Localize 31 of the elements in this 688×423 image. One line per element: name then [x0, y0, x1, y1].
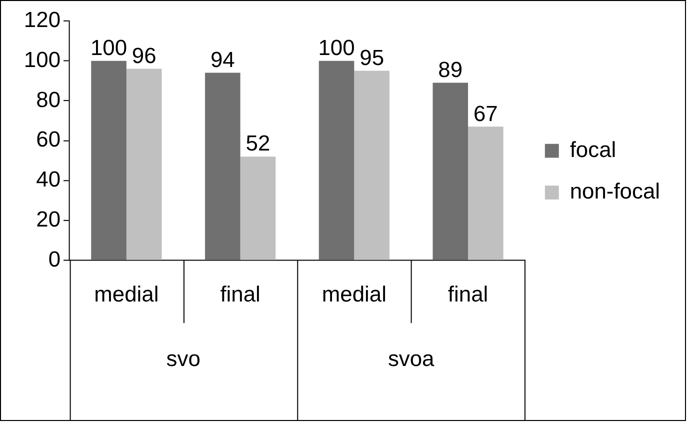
data-label: 100	[90, 34, 128, 60]
text: svoa	[388, 346, 436, 371]
bar	[240, 156, 276, 260]
data-label: 89	[438, 56, 463, 82]
y-tick-label: 120	[24, 6, 61, 32]
data-label: 52	[246, 130, 270, 156]
bar	[91, 60, 126, 260]
bar	[354, 70, 390, 260]
data-label: 94	[210, 46, 235, 72]
x-tick-label: medial	[94, 281, 159, 306]
bar	[468, 126, 504, 260]
y-tick-label: 0	[48, 246, 61, 272]
legend-label: non-focal	[570, 178, 660, 204]
y-tick-label: 40	[36, 166, 61, 192]
bar	[432, 82, 468, 260]
y-tick-label: 60	[36, 126, 61, 152]
x-tick-label: medial	[322, 281, 386, 306]
x-tick-label: final	[448, 281, 488, 306]
x-tick-label: final	[220, 281, 260, 306]
y-tick-label: 100	[24, 46, 61, 72]
legend-label: focal	[570, 136, 616, 162]
y-tick-label: 80	[36, 86, 61, 112]
data-label: 95	[360, 44, 384, 70]
data-label: 100	[318, 34, 355, 60]
bar	[126, 68, 162, 260]
bar	[205, 72, 240, 260]
data-label: 67	[473, 100, 498, 126]
bar	[318, 60, 354, 260]
data-label: 96	[132, 42, 156, 68]
text: svo	[166, 346, 200, 371]
y-tick-label: 20	[36, 206, 61, 232]
